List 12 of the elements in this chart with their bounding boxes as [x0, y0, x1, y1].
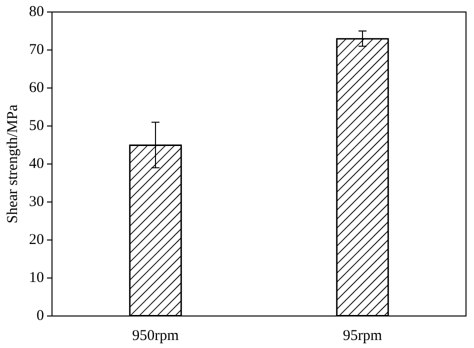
y-tick-label: 20 [29, 232, 44, 248]
x-tick-label: 950rpm [132, 328, 180, 344]
y-tick-label: 10 [29, 270, 44, 286]
y-tick-label: 80 [29, 4, 44, 20]
y-axis-title: Shear strength/MPa [4, 104, 21, 224]
y-tick-label: 60 [29, 80, 44, 96]
x-tick-label: 95rpm [342, 328, 382, 344]
y-tick-label: 0 [36, 308, 44, 324]
y-tick-label: 50 [29, 118, 44, 134]
y-tick-label: 30 [29, 194, 44, 210]
y-tick-label: 40 [29, 156, 44, 172]
y-tick-label: 70 [29, 42, 44, 58]
